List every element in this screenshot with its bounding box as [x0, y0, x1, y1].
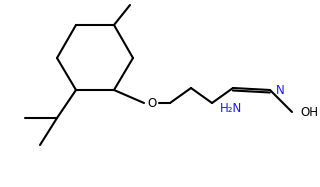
Text: O: O [148, 96, 156, 110]
Text: H₂N: H₂N [220, 102, 242, 114]
Text: OH: OH [300, 105, 318, 119]
Text: N: N [276, 84, 285, 96]
